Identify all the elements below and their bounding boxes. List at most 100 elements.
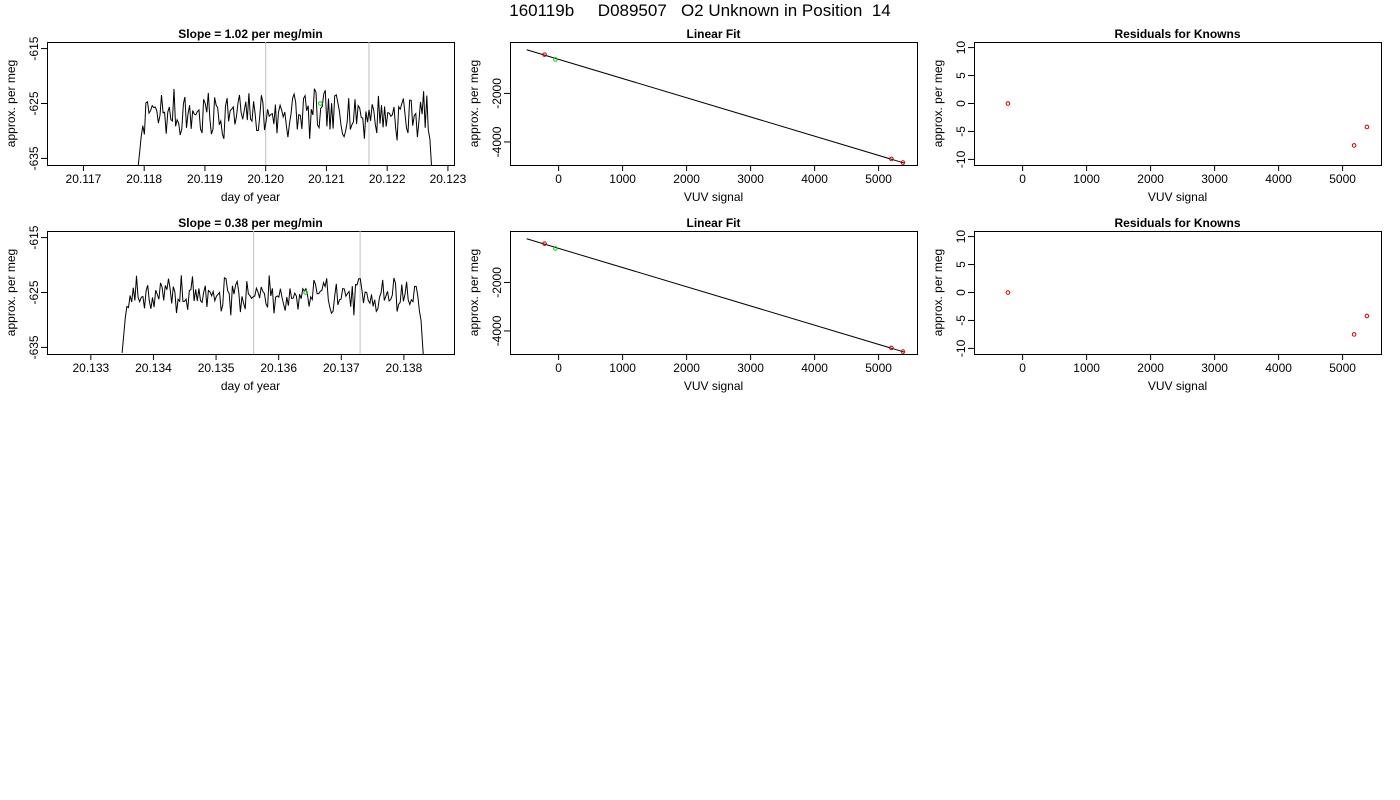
plot-frame [510, 42, 918, 166]
y-tick-label: 0 [954, 289, 968, 296]
fit-line [526, 49, 905, 164]
y-tick-label: -2000 [490, 267, 504, 298]
unknown-marker [318, 101, 323, 106]
x-tick-label: 4000 [801, 172, 828, 186]
figure-title: 160119b D089507 O2 Unknown in Position 1… [509, 1, 891, 20]
x-axis-label: VUV signal [684, 190, 743, 204]
panel-title: Slope = 0.38 per meg/min [178, 216, 322, 230]
plot-frame [47, 231, 455, 355]
y-tick-label: -615 [27, 225, 41, 249]
x-tick-label: 5000 [1329, 361, 1356, 375]
x-axis-label: VUV signal [1148, 379, 1207, 393]
y-tick-label: -615 [27, 36, 41, 60]
y-tick-label: -635 [27, 335, 41, 359]
known-point [1364, 124, 1370, 130]
plot-frame [974, 42, 1382, 166]
y-tick-label: 10 [954, 41, 968, 55]
x-tick-label: 3000 [737, 361, 764, 375]
x-tick-label: 20.133 [72, 361, 109, 375]
x-tick-label: 20.119 [187, 172, 223, 186]
x-tick-label: 20.120 [247, 172, 284, 186]
panel-title: Linear Fit [686, 216, 740, 230]
x-tick-label: 0 [1019, 172, 1026, 186]
x-tick-label: 20.134 [135, 361, 172, 375]
x-tick-label: 2000 [1137, 361, 1164, 375]
x-tick-label: 0 [1019, 361, 1026, 375]
y-tick-label: 10 [954, 230, 968, 244]
y-tick-label: -5 [954, 315, 968, 326]
panel-2: Linear Fit 0 1000 2000 3000 4000 5000 -2000 -400… [467, 27, 918, 204]
signal-trace [137, 88, 432, 165]
signal-trace [121, 275, 424, 354]
known-point [1005, 101, 1011, 106]
panel-title: Residuals for Knowns [1114, 216, 1240, 230]
plot-area [1005, 101, 1370, 148]
plot-area [526, 238, 906, 354]
x-tick-label: 2000 [1137, 172, 1164, 186]
x-tick-label: 4000 [801, 361, 828, 375]
plot-area [526, 49, 906, 165]
y-tick-label: 5 [954, 261, 968, 268]
panel-3: Residuals for Knowns 0 1000 2000 3000 4000 500… [931, 27, 1382, 204]
x-tick-label: 5000 [865, 172, 892, 186]
x-tick-label: 1000 [609, 172, 636, 186]
panel-5: Linear Fit 0 1000 2000 3000 4000 5000 -2000 -400… [467, 216, 918, 393]
x-axis-label: day of year [221, 190, 280, 204]
y-tick-label: -10 [954, 150, 968, 168]
y-tick-label: 0 [954, 100, 968, 107]
known-point [900, 160, 906, 165]
x-tick-label: 20.135 [198, 361, 235, 375]
x-tick-label: 20.117 [66, 172, 102, 186]
x-tick-label: 3000 [1201, 172, 1228, 186]
unknown-point [553, 57, 558, 62]
x-tick-label: 1000 [1073, 172, 1100, 186]
x-tick-label: 3000 [737, 172, 764, 186]
panel-1: Slope = 1.02 per meg/min 20.117 20.118 20.1… [4, 27, 467, 204]
x-tick-label: 20.118 [126, 172, 162, 186]
panel-4: Slope = 0.38 per meg/min 20.133 20.134 20.1… [4, 216, 455, 393]
y-tick-label: -10 [954, 339, 968, 357]
x-tick-label: 0 [555, 361, 562, 375]
x-tick-label: 3000 [1201, 361, 1228, 375]
y-tick-label: -4000 [490, 126, 504, 157]
plot-frame [510, 231, 918, 355]
known-point [1364, 313, 1370, 319]
known-point [889, 345, 894, 351]
x-tick-label: 2000 [673, 172, 700, 186]
x-tick-label: 20.121 [308, 172, 345, 186]
known-point [1005, 290, 1011, 295]
panel-title: Residuals for Knowns [1114, 27, 1240, 41]
y-tick-label: -2000 [490, 78, 504, 109]
fit-line [526, 238, 905, 353]
panel-title: Linear Fit [686, 27, 740, 41]
plot-frame [47, 42, 455, 166]
y-axis-label: approx. per meg [467, 60, 481, 147]
panel-6: Residuals for Knowns 0 1000 2000 3000 4000 500… [931, 216, 1382, 393]
plot-area [121, 231, 424, 354]
unknown-point [553, 246, 558, 251]
y-axis-label: approx. per meg [4, 249, 18, 336]
y-axis-label: approx. per meg [4, 60, 18, 147]
y-tick-label: -635 [27, 146, 41, 170]
x-tick-label: 1000 [1073, 361, 1100, 375]
x-tick-label: 20.122 [369, 172, 406, 186]
x-tick-label: 0 [555, 172, 562, 186]
y-tick-label: 5 [954, 72, 968, 79]
x-tick-label: 2000 [673, 361, 700, 375]
known-point [900, 349, 906, 354]
unknown-marker [303, 290, 308, 295]
known-point [542, 52, 547, 57]
known-point [542, 241, 547, 246]
y-tick-label: -5 [954, 126, 968, 137]
y-axis-label: approx. per meg [931, 60, 945, 147]
x-tick-label: 20.123 [430, 172, 467, 186]
plot-area [1005, 290, 1370, 337]
y-tick-label: -625 [27, 280, 41, 304]
known-point [1351, 143, 1357, 148]
x-tick-label: 20.137 [323, 361, 360, 375]
x-tick-label: 5000 [1329, 172, 1356, 186]
y-tick-label: -625 [27, 91, 41, 115]
known-point [889, 156, 894, 162]
x-tick-label: 1000 [609, 361, 636, 375]
